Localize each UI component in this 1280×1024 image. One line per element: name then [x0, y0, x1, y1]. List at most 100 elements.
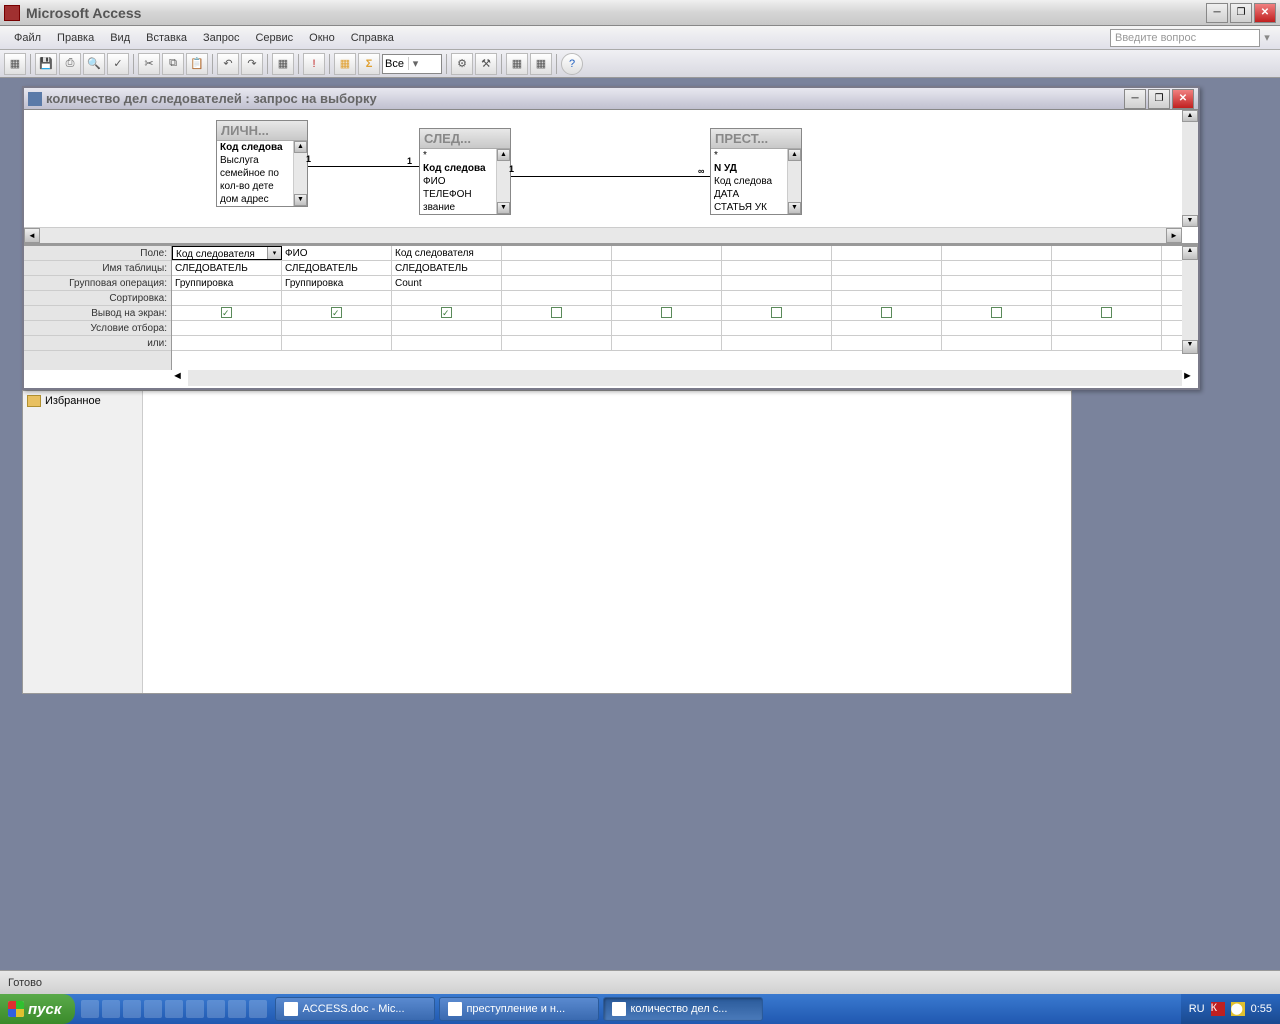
grid-cell[interactable] — [502, 246, 612, 260]
grid-cell[interactable] — [172, 306, 282, 320]
preview-button[interactable]: 🔍 — [83, 53, 105, 75]
grid-cell[interactable]: Группировка — [172, 276, 282, 290]
diagram-hscroll[interactable]: ◄ ► — [24, 227, 1182, 243]
menu-help[interactable]: Справка — [343, 29, 402, 47]
table-header[interactable]: ПРЕСТ... — [711, 129, 801, 149]
grid-cell[interactable] — [832, 261, 942, 275]
tray-icon[interactable]: ⬤ — [1231, 1002, 1245, 1016]
scroll-up-icon[interactable]: ▲ — [294, 141, 307, 153]
taskbar-task-button[interactable]: ACCESS.doc - Mic... — [275, 997, 435, 1021]
grid-cell[interactable] — [722, 336, 832, 350]
grid-scroll-left-icon[interactable]: ◄ — [172, 370, 188, 386]
scroll-right-icon[interactable]: ► — [1166, 228, 1182, 243]
relation-line[interactable] — [511, 176, 710, 177]
top-values-combo[interactable]: Все▾ — [382, 54, 442, 74]
grid-cell[interactable] — [722, 321, 832, 335]
close-button[interactable]: ✕ — [1254, 3, 1276, 23]
print-button[interactable]: ⎙ — [59, 53, 81, 75]
grid-cell[interactable] — [942, 276, 1052, 290]
help-search-input[interactable]: Введите вопрос — [1110, 29, 1260, 47]
grid-cell[interactable] — [832, 336, 942, 350]
grid-cell[interactable]: Код следователя — [392, 246, 502, 260]
undo-button[interactable]: ↶ — [217, 53, 239, 75]
properties-button[interactable]: ⚙ — [451, 53, 473, 75]
ql-icon[interactable] — [81, 1000, 99, 1018]
grid-cell[interactable] — [1052, 336, 1162, 350]
grid-cell[interactable] — [832, 246, 942, 260]
grid-cell[interactable] — [502, 261, 612, 275]
show-table-button[interactable]: ▦ — [334, 53, 356, 75]
show-checkbox[interactable] — [991, 307, 1002, 318]
grid-cell[interactable] — [942, 321, 1052, 335]
grid-cell[interactable] — [612, 321, 722, 335]
query-type-button[interactable]: ▦ — [272, 53, 294, 75]
show-checkbox[interactable] — [881, 307, 892, 318]
grid-cell[interactable]: СЛЕДОВАТЕЛЬ — [172, 261, 282, 275]
ql-icon[interactable] — [102, 1000, 120, 1018]
show-checkbox[interactable] — [771, 307, 782, 318]
grid-cell[interactable] — [1052, 261, 1162, 275]
grid-cell[interactable] — [942, 246, 1052, 260]
menu-view[interactable]: Вид — [102, 29, 138, 47]
grid-vscroll[interactable]: ▲ ▼ — [1182, 246, 1198, 354]
menu-window[interactable]: Окно — [301, 29, 343, 47]
grid-cell[interactable]: СЛЕДОВАТЕЛЬ — [282, 261, 392, 275]
relation-line[interactable] — [308, 166, 419, 167]
show-checkbox[interactable] — [221, 307, 232, 318]
new-object-button[interactable]: ▦ — [530, 53, 552, 75]
grid-cell[interactable] — [722, 291, 832, 305]
grid-cell[interactable] — [282, 306, 392, 320]
grid-cell[interactable] — [942, 291, 1052, 305]
grid-cell[interactable] — [1052, 276, 1162, 290]
spell-button[interactable]: ✓ — [107, 53, 129, 75]
grid-cell[interactable] — [172, 336, 282, 350]
grid-cell[interactable] — [832, 321, 942, 335]
grid-cell[interactable] — [942, 261, 1052, 275]
scroll-left-icon[interactable]: ◄ — [24, 228, 40, 243]
query-minimize-button[interactable]: ─ — [1124, 89, 1146, 109]
grid-cell[interactable]: ФИО — [282, 246, 392, 260]
grid-cell[interactable] — [722, 306, 832, 320]
scroll-up-icon[interactable]: ▲ — [1182, 246, 1198, 260]
tray-icon[interactable]: К — [1211, 1002, 1225, 1016]
scroll-down-icon[interactable]: ▼ — [294, 194, 307, 206]
scroll-down-icon[interactable]: ▼ — [497, 202, 510, 214]
grid-cell[interactable] — [282, 321, 392, 335]
grid-cell[interactable] — [942, 336, 1052, 350]
diagram-scroll-down-icon[interactable]: ▼ — [1182, 215, 1198, 227]
grid-cell[interactable] — [722, 276, 832, 290]
table-box[interactable]: СЛЕД...*Код следоваФИОТЕЛЕФОНзвание▲▼ — [419, 128, 511, 215]
save-button[interactable]: 💾 — [35, 53, 57, 75]
scroll-down-icon[interactable]: ▼ — [1182, 340, 1198, 354]
grid-cell[interactable] — [722, 261, 832, 275]
ql-icon[interactable] — [144, 1000, 162, 1018]
table-header[interactable]: СЛЕД... — [420, 129, 510, 149]
grid-cell[interactable] — [832, 306, 942, 320]
query-close-button[interactable]: ✕ — [1172, 89, 1194, 109]
table-header[interactable]: ЛИЧН... — [217, 121, 307, 141]
menu-insert[interactable]: Вставка — [138, 29, 195, 47]
grid-cell[interactable] — [282, 336, 392, 350]
grid-cell[interactable] — [392, 321, 502, 335]
grid-cell[interactable] — [502, 306, 612, 320]
db-window-button[interactable]: ▦ — [506, 53, 528, 75]
grid-cell[interactable] — [612, 306, 722, 320]
favorites-item[interactable]: Избранное — [23, 391, 142, 411]
table-box[interactable]: ЛИЧН...Код следоваВыслугасемейное покол-… — [216, 120, 308, 207]
grid-cell[interactable] — [392, 336, 502, 350]
language-indicator[interactable]: RU — [1189, 1003, 1205, 1015]
taskbar-task-button[interactable]: преступление и н... — [439, 997, 599, 1021]
help-button[interactable]: ? — [561, 53, 583, 75]
dropdown-icon[interactable]: ▾ — [267, 247, 281, 260]
grid-cell[interactable] — [502, 291, 612, 305]
show-checkbox[interactable] — [551, 307, 562, 318]
run-button[interactable]: ! — [303, 53, 325, 75]
query-maximize-button[interactable]: ❐ — [1148, 89, 1170, 109]
diagram-scroll-up-icon[interactable]: ▲ — [1182, 110, 1198, 122]
grid-cell[interactable] — [392, 291, 502, 305]
grid-scroll-right-icon[interactable]: ► — [1182, 370, 1198, 386]
grid-cell[interactable] — [1052, 246, 1162, 260]
clock[interactable]: 0:55 — [1251, 1003, 1272, 1015]
builder-button[interactable]: ⚒ — [475, 53, 497, 75]
grid-cell[interactable] — [1052, 291, 1162, 305]
